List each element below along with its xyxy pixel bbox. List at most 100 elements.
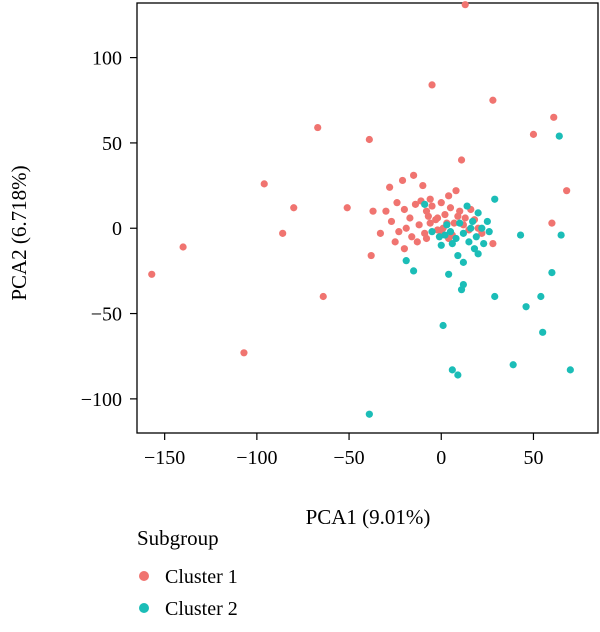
data-point-cluster-2 xyxy=(470,245,479,253)
x-tick-label: −150 xyxy=(144,447,185,469)
data-point-cluster-1 xyxy=(428,202,436,210)
data-point-cluster-1 xyxy=(461,214,469,222)
data-point-cluster-1 xyxy=(548,219,556,227)
data-point-cluster-2 xyxy=(445,270,453,278)
data-point-cluster-1 xyxy=(365,135,373,144)
x-tick-label: 0 xyxy=(436,447,446,469)
data-point-cluster-1 xyxy=(478,229,486,237)
data-point-cluster-2 xyxy=(459,258,467,266)
data-point-cluster-2 xyxy=(555,132,563,140)
data-point-cluster-1 xyxy=(441,210,449,219)
data-point-cluster-1 xyxy=(450,219,458,227)
data-point-cluster-1 xyxy=(426,195,434,203)
data-point-cluster-2 xyxy=(509,361,517,369)
data-point-cluster-1 xyxy=(240,349,248,357)
data-point-cluster-2 xyxy=(539,328,547,336)
data-point-cluster-1 xyxy=(415,221,423,229)
data-point-cluster-1 xyxy=(413,238,421,246)
data-point-cluster-1 xyxy=(446,204,455,212)
data-point-cluster-2 xyxy=(522,303,530,311)
data-point-cluster-1 xyxy=(437,199,445,207)
data-point-cluster-1 xyxy=(387,217,396,226)
data-point-cluster-1 xyxy=(550,113,558,121)
data-point-cluster-1 xyxy=(563,187,571,195)
legend-label-cluster-1: Cluster 1 xyxy=(165,566,238,588)
data-point-cluster-2 xyxy=(472,233,480,241)
data-point-cluster-1 xyxy=(148,270,156,278)
data-point-cluster-2 xyxy=(402,257,410,265)
data-point-cluster-1 xyxy=(445,192,453,200)
data-point-cluster-2 xyxy=(491,292,499,301)
plot-frame xyxy=(136,2,599,434)
data-point-cluster-1 xyxy=(461,1,469,9)
data-point-cluster-1 xyxy=(260,180,268,188)
data-point-cluster-2 xyxy=(456,219,464,227)
data-point-cluster-1 xyxy=(343,204,351,212)
data-point-cluster-1 xyxy=(376,229,385,237)
data-point-cluster-1 xyxy=(400,205,408,214)
data-point-cluster-2 xyxy=(459,229,467,237)
data-point-cluster-2 xyxy=(446,228,455,236)
y-tick-label: −50 xyxy=(91,304,122,326)
data-point-cluster-2 xyxy=(365,410,373,418)
data-point-cluster-1 xyxy=(406,214,414,222)
legend-title: Subgroup xyxy=(137,526,219,550)
data-points-group xyxy=(148,1,574,418)
data-point-cluster-1 xyxy=(393,199,401,207)
y-tick-label: 0 xyxy=(112,218,122,240)
legend-marker-cluster-1 xyxy=(139,571,149,581)
data-point-cluster-2 xyxy=(454,251,462,260)
data-point-cluster-1 xyxy=(529,130,538,138)
y-axis-title: PCA2 (6.718%) xyxy=(7,165,31,300)
data-point-cluster-2 xyxy=(557,231,565,239)
data-point-cluster-1 xyxy=(395,228,403,236)
legend-label-cluster-2: Cluster 2 xyxy=(165,598,238,620)
data-point-cluster-2 xyxy=(485,228,493,236)
data-point-cluster-1 xyxy=(411,200,420,208)
data-point-cluster-1 xyxy=(279,229,287,237)
data-point-cluster-1 xyxy=(426,219,434,227)
data-point-cluster-2 xyxy=(428,228,436,236)
data-point-cluster-1 xyxy=(369,207,377,215)
data-point-cluster-2 xyxy=(435,233,444,241)
data-point-cluster-2 xyxy=(548,269,556,277)
data-point-cluster-1 xyxy=(400,245,408,253)
data-point-cluster-2 xyxy=(448,366,456,374)
x-axis-title: PCA1 (9.01%) xyxy=(306,505,431,529)
legend-marker-cluster-2 xyxy=(139,603,149,613)
data-point-cluster-2 xyxy=(516,231,525,239)
data-point-cluster-1 xyxy=(386,183,394,191)
data-point-cluster-2 xyxy=(480,239,488,248)
data-point-cluster-2 xyxy=(454,371,462,379)
data-point-cluster-1 xyxy=(457,156,466,164)
data-point-cluster-1 xyxy=(382,207,390,215)
data-point-cluster-1 xyxy=(410,171,418,179)
data-point-cluster-2 xyxy=(469,217,477,226)
data-point-cluster-2 xyxy=(467,224,475,232)
data-point-cluster-1 xyxy=(290,204,298,212)
data-point-cluster-2 xyxy=(421,200,429,208)
data-point-cluster-1 xyxy=(489,239,497,248)
data-point-cluster-1 xyxy=(179,243,187,251)
data-point-cluster-2 xyxy=(465,238,473,246)
x-tick-label: −100 xyxy=(236,447,277,469)
y-tick-label: 100 xyxy=(92,48,122,70)
y-tick-label: 50 xyxy=(102,133,122,155)
data-point-cluster-1 xyxy=(419,181,427,190)
data-point-cluster-2 xyxy=(478,224,486,232)
data-point-cluster-2 xyxy=(483,217,491,226)
data-point-cluster-2 xyxy=(410,267,418,275)
data-point-cluster-1 xyxy=(454,212,462,220)
data-point-cluster-1 xyxy=(428,81,436,89)
data-point-cluster-2 xyxy=(439,321,447,330)
data-point-cluster-2 xyxy=(437,241,445,249)
data-point-cluster-1 xyxy=(402,224,410,232)
data-point-cluster-2 xyxy=(474,209,482,217)
data-point-cluster-2 xyxy=(474,250,482,258)
data-point-cluster-2 xyxy=(441,231,449,239)
data-point-cluster-1 xyxy=(433,214,442,222)
data-point-cluster-2 xyxy=(491,195,499,203)
axis-ticks-group: −150 −100 −50 0 50 −100 −50 0 50 100 xyxy=(81,48,544,469)
data-point-cluster-2 xyxy=(459,280,467,289)
